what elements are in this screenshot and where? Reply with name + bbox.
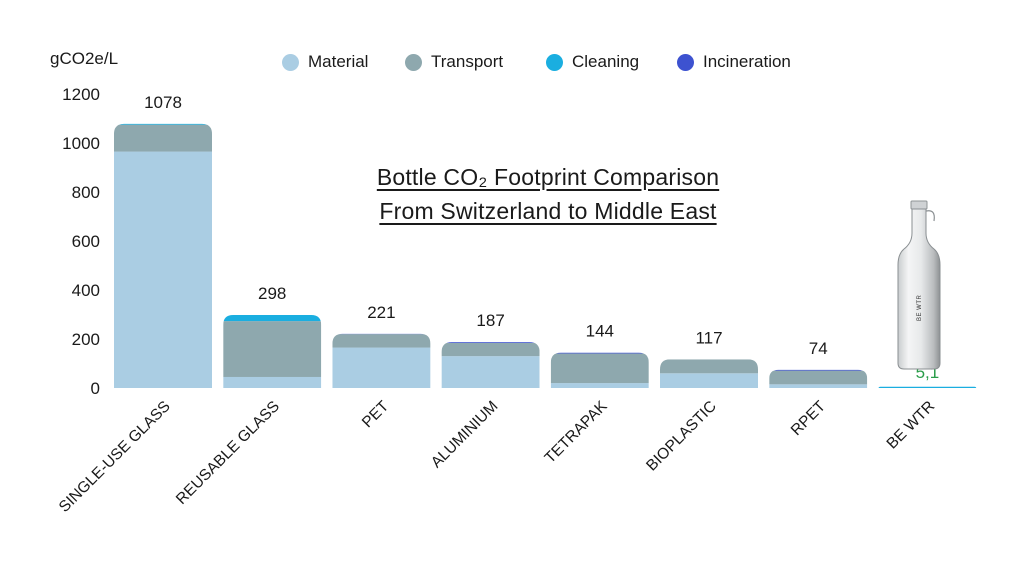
y-tick-label: 200 (72, 330, 100, 349)
bar-segment-transport (441, 342, 540, 357)
legend-item-material: Material (282, 52, 368, 72)
bar-stack (550, 352, 649, 388)
bar-stack (769, 369, 868, 388)
bar-segment-transport (223, 321, 322, 377)
bar-segment-material (660, 373, 758, 388)
bar-total-label: 298 (258, 284, 286, 303)
bar-segment-transport (550, 353, 649, 384)
x-tick-label: RPET (788, 397, 830, 439)
legend-label: Incineration (703, 52, 791, 71)
bar-segment-incineration (332, 333, 431, 335)
chart-title-line-1: Bottle CO₂ Footprint Comparison (376, 164, 720, 190)
legend-swatch-material (282, 53, 299, 71)
bar-segment-cleaning (223, 314, 322, 322)
chart-title-line-2: From Switzerland to Middle East (379, 198, 717, 224)
bar-stack (332, 333, 431, 388)
bar-stack (114, 123, 212, 388)
bar-segment-material (223, 376, 322, 388)
y-tick-label: 1000 (62, 134, 100, 153)
y-tick-label: 1200 (62, 85, 100, 104)
x-tick-label: SINGLE-USE GLASS (56, 398, 174, 516)
legend-item-incineration: Incineration (677, 52, 791, 72)
bar-segment-material (332, 347, 431, 388)
bar-stack (223, 314, 322, 388)
bar-total-label: 1078 (144, 93, 182, 112)
y-tick-label: 800 (72, 183, 100, 202)
bar-stack (878, 386, 977, 388)
bar-segment-incineration (441, 342, 540, 343)
bar-stack (441, 342, 540, 388)
bar-segment-cleaning (878, 386, 977, 388)
bar-segment-transport (769, 370, 868, 385)
bar-segment-incineration (550, 352, 649, 354)
legend-label: Material (308, 52, 369, 71)
bar-segment-cleaning (114, 123, 212, 125)
legend-label: Transport (431, 52, 504, 71)
bar-segment-material (769, 384, 868, 388)
legend-label: Cleaning (572, 52, 640, 71)
x-tick-label: BIOPLASTIC (643, 398, 720, 475)
bar-stack (660, 359, 758, 388)
x-tick-label: TETRAPAK (542, 397, 612, 467)
bar-total-label: 221 (367, 303, 395, 322)
x-tick-label: PET (359, 397, 393, 431)
legend-item-cleaning: Cleaning (546, 52, 639, 72)
legend-item-transport: Transport (405, 52, 503, 72)
y-axis-label: gCO2e/L (50, 49, 119, 68)
bar-total-label: 144 (586, 322, 614, 341)
legend-swatch-incineration (677, 53, 694, 71)
bar-segment-transport (660, 359, 758, 374)
bar-total-label: 74 (809, 339, 828, 358)
bar-segment-material (114, 151, 212, 388)
legend: Material Transport Cleaning Incineration (0, 52, 1024, 76)
bar-total-label: 187 (476, 311, 504, 330)
bar-segment-transport (332, 334, 431, 348)
y-tick-label: 0 (91, 379, 100, 398)
x-tick-label: REUSABLE GLASS (173, 398, 283, 508)
bottle-label: BE WTR (917, 295, 923, 321)
x-tick-label: ALUMINIUM (428, 398, 502, 472)
legend-swatch-cleaning (546, 53, 563, 71)
x-tick-label: BE WTR (884, 398, 939, 453)
bar-segment-incineration (769, 369, 868, 371)
bar-segment-material (441, 356, 540, 388)
y-tick-label: 400 (72, 281, 100, 300)
bar-segment-transport (114, 124, 212, 152)
y-tick-label: 600 (72, 232, 100, 251)
legend-swatch-transport (405, 53, 422, 71)
bar-segment-material (550, 383, 649, 388)
bar-total-label: 117 (695, 328, 722, 347)
bottle-illustration: BE WTR (897, 200, 941, 370)
